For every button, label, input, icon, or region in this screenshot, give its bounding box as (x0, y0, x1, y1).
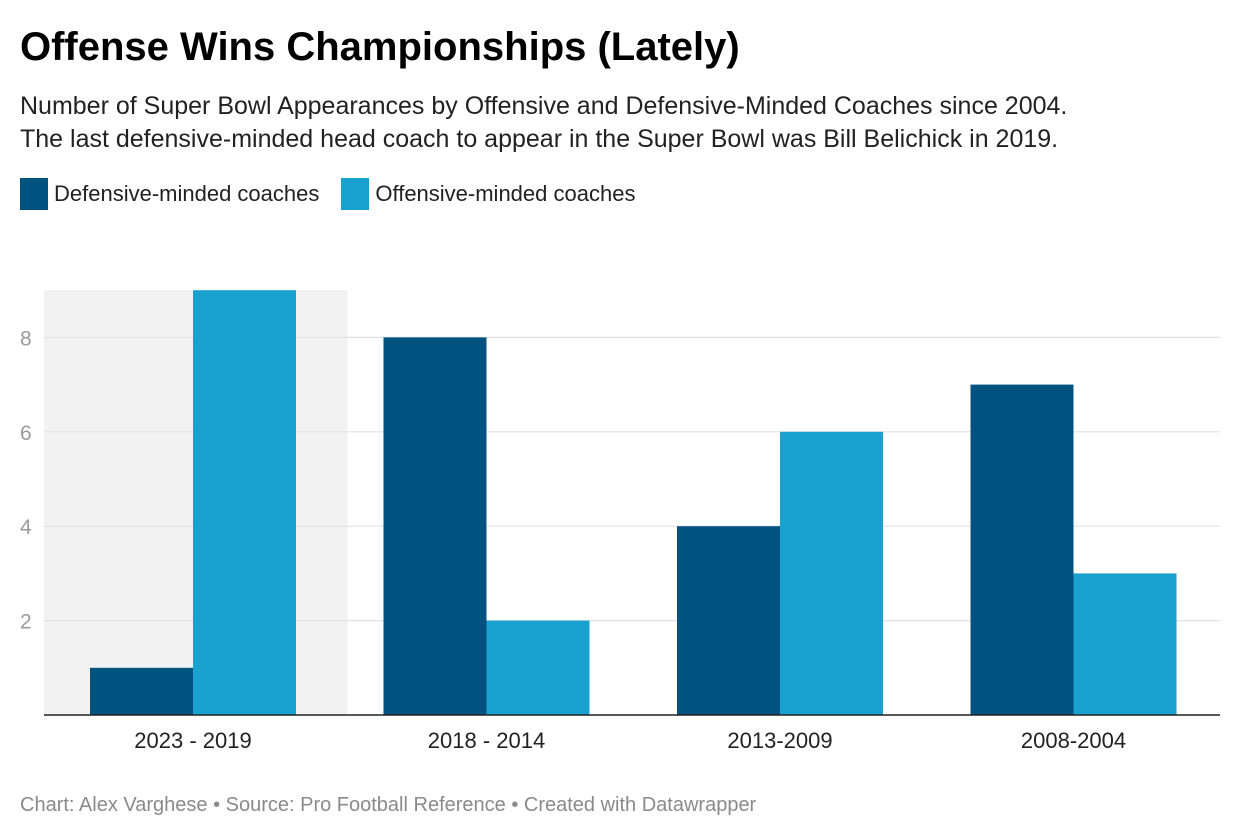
bar-offensive (486, 620, 590, 715)
subtitle-line-1: Number of Super Bowl Appearances by Offe… (20, 92, 1068, 120)
bar-defensive (677, 526, 780, 715)
bar-chart: 2 4 6 8 2023 - 2019 2018 - 2014 2013-2009 2008-… (20, 290, 1220, 753)
y-tick-label: 4 (20, 516, 32, 539)
legend-swatch-defensive (20, 178, 48, 210)
x-category-label: 2023 - 2019 (134, 728, 251, 753)
legend-item-defensive: Defensive-minded coaches (20, 178, 319, 210)
legend-item-offensive: Offensive-minded coaches (341, 178, 635, 210)
x-category-label: 2008-2004 (1021, 728, 1126, 753)
subtitle-line-2: The last defensive-minded head coach to … (20, 125, 1059, 153)
bar-defensive (383, 337, 487, 715)
legend-label-offensive: Offensive-minded coaches (375, 181, 636, 206)
y-tick-label: 8 (20, 327, 32, 350)
chart-footer: Chart: Alex Varghese • Source: Pro Footb… (20, 794, 757, 816)
chart-subtitle: Number of Super Bowl Appearances by Offe… (20, 90, 1067, 156)
bar-defensive (90, 667, 193, 715)
legend: Defensive-minded coaches Offensive-minde… (20, 178, 657, 210)
legend-swatch-offensive (341, 178, 370, 210)
bar-defensive (970, 384, 1074, 715)
bar-offensive (780, 431, 883, 715)
x-category-label: 2018 - 2014 (428, 728, 545, 753)
y-tick-label: 6 (20, 422, 32, 445)
x-category-label: 2013-2009 (727, 728, 832, 753)
bar-offensive (1073, 573, 1177, 715)
chart-title: Offense Wins Championships (Lately) (20, 25, 740, 69)
bar-offensive (193, 290, 296, 715)
legend-label-defensive: Defensive-minded coaches (54, 181, 320, 206)
y-tick-label: 2 (20, 611, 32, 634)
